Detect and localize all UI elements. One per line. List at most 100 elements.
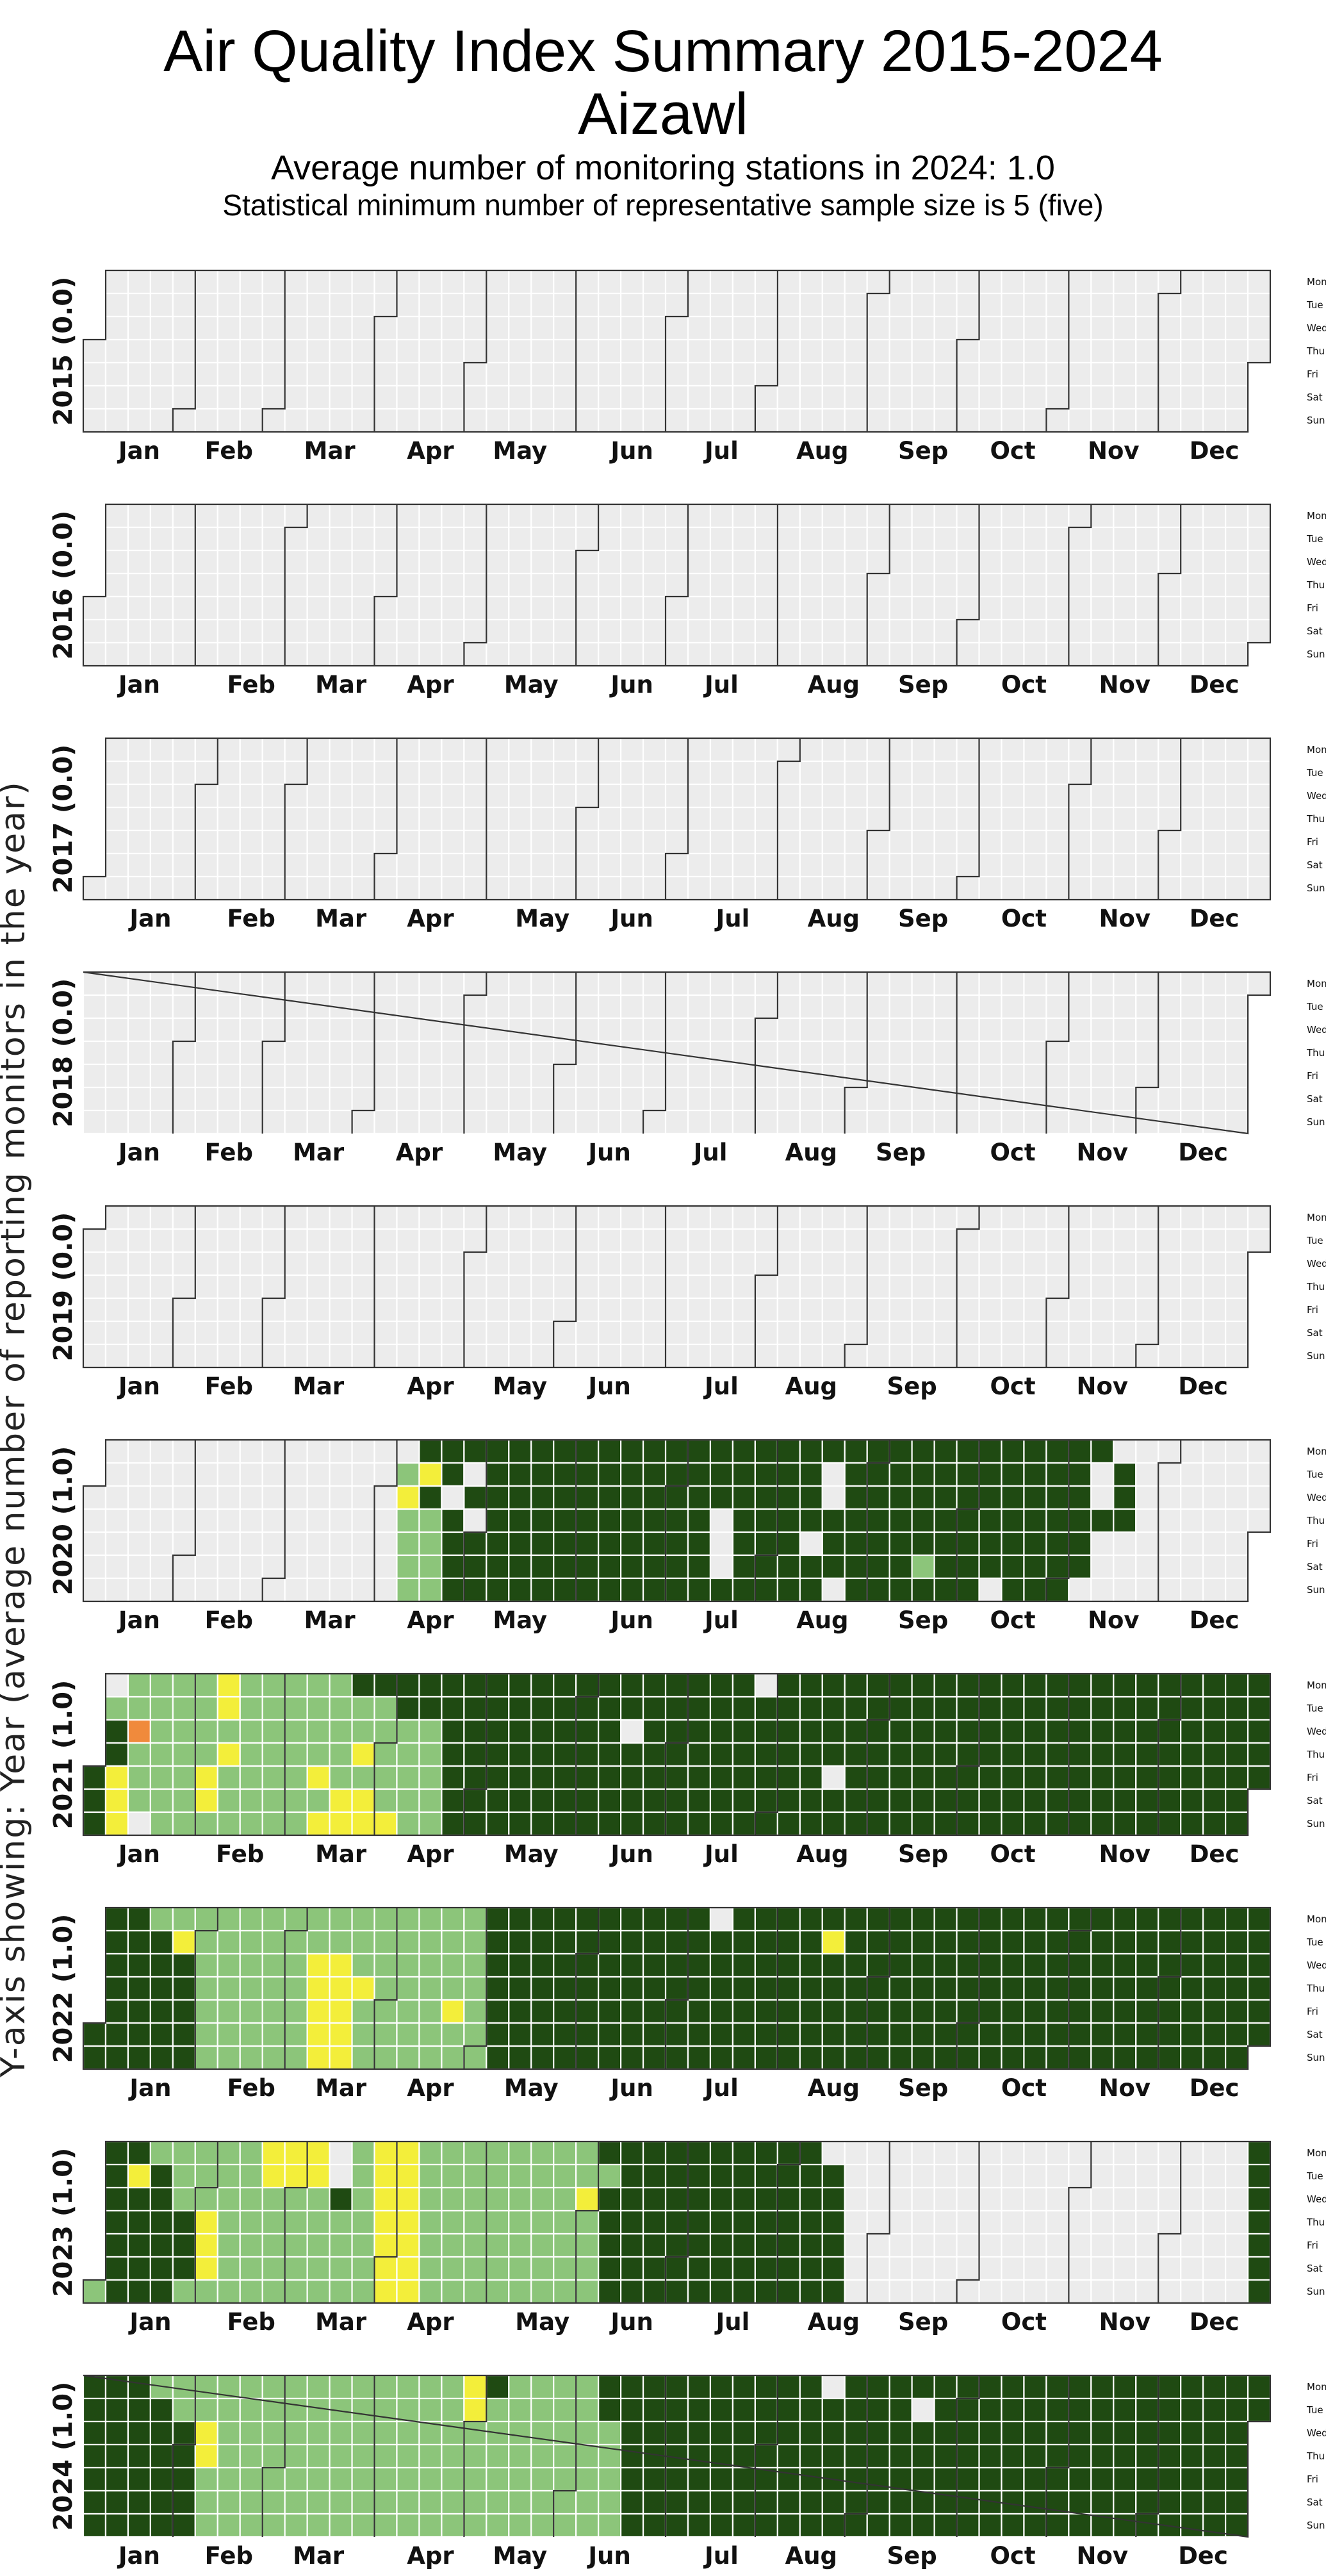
day-cell: [530, 1531, 555, 1556]
day-cell: [530, 408, 555, 433]
day-cell: [261, 2489, 286, 2515]
day-cell: [620, 806, 644, 832]
day-cell: [709, 2233, 734, 2258]
day-cell: [284, 2045, 308, 2070]
day-cell: [127, 1999, 151, 2024]
day-cell: [396, 1109, 420, 1135]
day-cell: [1001, 618, 1025, 644]
day-cell: [933, 1976, 958, 2001]
day-cell: [911, 737, 935, 763]
day-cell: [239, 1274, 263, 1300]
day-cell: [1247, 1953, 1272, 1978]
day-cell: [486, 526, 510, 552]
day-cell: [888, 2489, 913, 2515]
day-cell: [978, 408, 1003, 433]
weekday-label: Tue: [1306, 1235, 1323, 1246]
day-cell: [104, 1508, 129, 1533]
day-cell: [978, 1788, 1003, 1813]
day-cell: [1068, 2140, 1092, 2166]
day-cell: [530, 1788, 555, 1813]
day-cell: [911, 2279, 935, 2304]
day-cell: [127, 1929, 151, 1955]
day-cell: [1135, 2466, 1159, 2492]
day-cell: [776, 852, 801, 878]
day-cell: [194, 1672, 218, 1698]
day-cell: [776, 1439, 801, 1464]
day-cell: [373, 618, 398, 644]
day-cell: [664, 1976, 689, 2001]
day-cell: [1158, 994, 1182, 1020]
day-cell: [866, 1228, 890, 1253]
day-cell: [888, 2397, 913, 2423]
day-cell: [127, 338, 151, 364]
day-cell: [82, 2466, 107, 2492]
day-cell: [1090, 971, 1115, 996]
day-cell: [508, 2186, 532, 2212]
day-cell: [127, 2466, 151, 2492]
day-cell: [418, 1508, 443, 1533]
day-cell: [396, 1508, 420, 1533]
month-label: Sep: [898, 671, 948, 698]
day-cell: [396, 1439, 420, 1464]
day-cell: [217, 1063, 241, 1089]
day-cell: [732, 1320, 756, 1346]
year-panel-2020: Jan Feb Mar Apr May Jun Jul Aug Sep Oct Nov DecMonT…: [49, 1439, 1326, 1634]
day-cell: [463, 2256, 487, 2281]
day-cell: [396, 572, 420, 598]
day-cell: [1090, 503, 1115, 529]
day-cell: [1180, 1531, 1204, 1556]
month-label: Oct: [990, 437, 1035, 465]
day-cell: [530, 1696, 555, 1721]
day-cell: [217, 1531, 241, 1556]
day-cell: [709, 2256, 734, 2281]
day-cell: [217, 1929, 241, 1955]
day-cell: [553, 384, 577, 410]
day-cell: [866, 737, 890, 763]
day-cell: [978, 2420, 1003, 2446]
day-cell: [284, 1765, 308, 1790]
day-cell: [149, 292, 174, 318]
day-cell: [598, 572, 622, 598]
day-cell: [911, 1554, 935, 1580]
day-cell: [441, 2209, 465, 2235]
month-label: Jun: [609, 671, 653, 698]
day-cell: [1023, 269, 1047, 295]
day-cell: [844, 2420, 868, 2446]
day-cell: [1090, 1811, 1115, 1837]
day-cell: [463, 2443, 487, 2469]
day-cell: [598, 503, 622, 529]
day-cell: [598, 806, 622, 832]
day-cell: [530, 1577, 555, 1603]
day-cell: [127, 526, 151, 552]
weekday-label: Fri: [1307, 1772, 1318, 1783]
day-cell: [1023, 1343, 1047, 1369]
day-cell: [194, 1554, 218, 1580]
day-cell: [620, 618, 644, 644]
day-cell: [1135, 503, 1159, 529]
day-cell: [194, 2397, 218, 2423]
day-cell: [127, 549, 151, 575]
day-cell: [575, 737, 600, 763]
day-cell: [351, 1508, 375, 1533]
day-cell: [508, 2489, 532, 2515]
day-cell: [418, 2443, 443, 2469]
day-cell: [754, 1742, 778, 1767]
day-cell: [866, 2022, 890, 2047]
month-label: Jan: [117, 437, 160, 465]
day-cell: [463, 1929, 487, 1955]
day-cell: [217, 852, 241, 878]
day-cell: [821, 2045, 846, 2070]
day-cell: [776, 2022, 801, 2047]
day-cell: [776, 503, 801, 529]
day-cell: [732, 2022, 756, 2047]
day-cell: [261, 1017, 286, 1043]
day-cell: [1068, 1205, 1092, 1230]
day-cell: [866, 2420, 890, 2446]
day-cell: [149, 1765, 174, 1790]
day-cell: [776, 384, 801, 410]
day-cell: [1158, 1788, 1182, 1813]
day-cell: [978, 1485, 1003, 1510]
day-cell: [776, 971, 801, 996]
day-cell: [888, 1531, 913, 1556]
day-cell: [194, 1719, 218, 1744]
